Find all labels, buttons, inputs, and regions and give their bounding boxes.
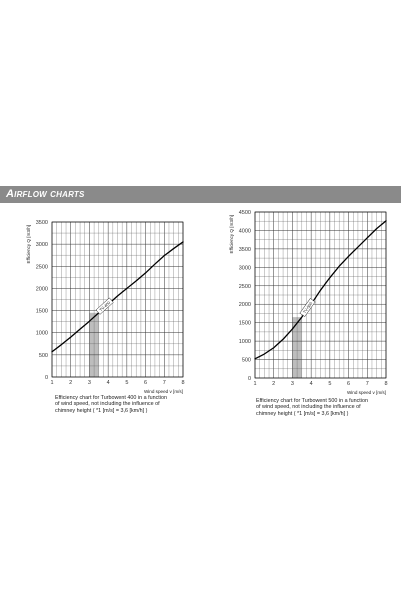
x-tick-label: 6	[347, 381, 350, 387]
y-tick-label: 2000	[239, 302, 251, 308]
data-point	[348, 255, 349, 257]
data-point	[51, 351, 53, 353]
grid	[51, 221, 184, 378]
x-tick-label: 1	[253, 381, 256, 387]
data-point	[135, 280, 137, 282]
x-axis-title: Wind speed v [m/s]	[144, 389, 183, 394]
caption-turbowent-400: Efficiency chart for Turbowent 400 in a …	[55, 395, 167, 414]
y-tick-label: 2000	[36, 286, 48, 292]
data-point	[376, 228, 377, 229]
data-point	[366, 237, 368, 239]
y-tick-label: 1500	[239, 321, 251, 327]
y-tick-label: 2500	[239, 284, 251, 290]
section-title: Airflow charts	[6, 188, 85, 200]
data-point	[163, 255, 165, 257]
x-tick-label: 2	[272, 381, 275, 387]
x-axis-title: Wind speed v [m/s]	[347, 390, 386, 395]
x-tick-label: 2	[69, 380, 72, 386]
data-point	[70, 336, 72, 338]
x-tick-label: 5	[328, 381, 331, 387]
x-tick-label: 8	[181, 380, 184, 386]
data-point	[273, 347, 275, 349]
y-tick-label: 500	[39, 353, 48, 359]
svg-text:TV-500: TV-500	[302, 300, 314, 314]
y-tick-label: 1500	[36, 309, 48, 315]
x-tick-label: 4	[107, 380, 110, 386]
y-tick-label: 0	[45, 375, 48, 381]
series-label: TV-400	[95, 297, 114, 315]
data-point	[329, 277, 331, 279]
y-tick-label: 0	[248, 376, 251, 382]
data-point	[282, 338, 284, 340]
x-tick-label: 1	[50, 380, 53, 386]
section-header-bar: Airflow charts	[0, 186, 401, 203]
data-point	[182, 241, 184, 243]
x-tick-label: 5	[125, 380, 128, 386]
data-point	[385, 220, 387, 222]
data-point	[173, 248, 174, 249]
x-tick-label: 7	[163, 380, 166, 386]
data-point	[145, 272, 146, 274]
y-tick-label: 4500	[239, 210, 251, 216]
y-tick-label: 3500	[36, 220, 48, 226]
y-axis-title: Efficiency Q [m3/h]	[26, 225, 31, 263]
data-point	[154, 263, 156, 265]
data-point	[254, 358, 256, 360]
series-label: TV-500	[299, 298, 316, 317]
x-tick-label: 6	[144, 380, 147, 386]
data-point	[61, 344, 62, 346]
data-point	[117, 295, 118, 297]
y-tick-label: 1000	[239, 339, 251, 345]
data-point	[126, 288, 128, 289]
y-axis-title: Efficiency Q [m3/h]	[229, 215, 234, 253]
data-point	[301, 316, 303, 318]
y-tick-label: 2500	[36, 264, 48, 270]
y-tick-label: 4000	[239, 228, 251, 234]
y-tick-label: 3000	[239, 265, 251, 271]
data-point	[79, 328, 81, 330]
y-tick-label: 3500	[239, 247, 251, 253]
chart-turbowent-400: 0 500 1000 1500 2000 2500 3000 3500 1 2 3 4 5 6 7 8 Effi…	[26, 220, 185, 394]
y-tick-label: 500	[242, 358, 251, 364]
data-point	[338, 265, 340, 267]
y-tick-label: 3000	[36, 242, 48, 248]
grid	[254, 211, 387, 379]
x-tick-label: 3	[88, 380, 91, 386]
caption-turbowent-500: Efficiency chart for Turbowent 500 in a …	[256, 398, 368, 417]
x-tick-label: 3	[291, 381, 294, 387]
data-point	[320, 289, 321, 291]
y-tick-label: 1000	[36, 331, 48, 337]
x-tick-label: 4	[310, 381, 313, 387]
x-tick-label: 8	[384, 381, 387, 387]
data-point	[292, 328, 293, 330]
chart-turbowent-500: 0 500 1000 1500 2000 2500 3000 3500 4000 4500 1 2 3 4…	[229, 210, 388, 395]
x-tick-label: 7	[366, 381, 369, 387]
data-point	[357, 246, 359, 248]
data-point	[264, 353, 265, 355]
data-point	[89, 320, 90, 322]
